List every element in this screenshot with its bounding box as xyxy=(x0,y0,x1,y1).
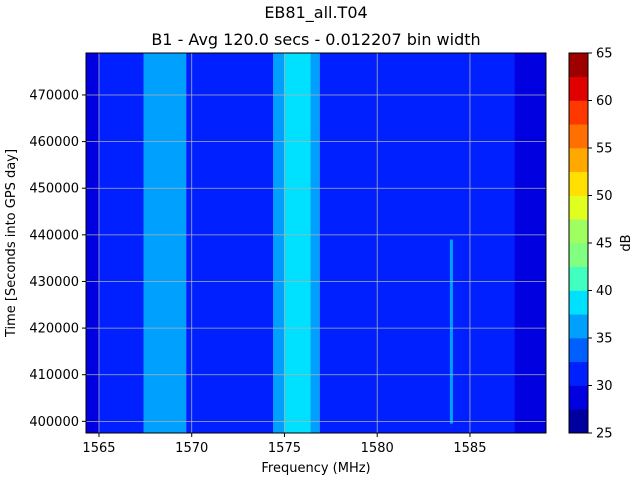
heatmap-band xyxy=(273,53,285,433)
colorbar-segment xyxy=(569,409,588,434)
colorbar-tick-label: 25 xyxy=(596,427,613,442)
heatmap-band xyxy=(98,53,144,433)
colorbar-segment xyxy=(569,338,588,363)
colorbar-tick-label: 55 xyxy=(596,142,613,157)
colorbar-tick-label: 40 xyxy=(596,284,613,299)
heatmap-band xyxy=(143,53,187,433)
colorbar: 25 30 35 40 45 50 55 60 65 xyxy=(568,47,613,442)
y-tick-label: 450000 xyxy=(29,182,79,197)
colorbar-segment xyxy=(569,195,588,220)
y-tick-label: 470000 xyxy=(29,88,79,103)
x-axis-label: Frequency (MHz) xyxy=(261,461,370,476)
y-tick-label: 430000 xyxy=(29,275,79,290)
y-tick-label: 410000 xyxy=(29,368,79,383)
colorbar-segment xyxy=(569,290,588,315)
heatmap-band xyxy=(514,53,546,433)
colorbar-segment xyxy=(569,100,588,125)
y-tick-label: 440000 xyxy=(29,228,79,243)
heatmap-band xyxy=(186,53,274,433)
heatmap-band xyxy=(319,53,515,433)
colorbar-tick-label: 65 xyxy=(596,47,613,62)
x-tick-label: 1565 xyxy=(82,441,115,456)
colorbar-segment xyxy=(569,314,588,339)
colorbar-segment xyxy=(569,124,588,149)
colorbar-segment xyxy=(569,266,588,291)
plot-area xyxy=(85,52,547,434)
heatmap-band xyxy=(310,53,320,433)
narrowband-signal xyxy=(449,239,453,424)
y-tick-label: 400000 xyxy=(29,415,79,430)
colorbar-segment xyxy=(569,53,588,78)
x-axis: 1565 1570 1575 1580 1585 xyxy=(82,433,486,456)
colorbar-segment xyxy=(569,385,588,410)
colorbar-segment xyxy=(569,219,588,244)
chart-subtitle: B1 - Avg 120.0 secs - 0.012207 bin width xyxy=(151,30,480,49)
colorbar-tick-label: 35 xyxy=(596,332,613,347)
plot-frame xyxy=(85,52,547,434)
colorbar-tick-label: 50 xyxy=(596,189,613,204)
y-tick-label: 460000 xyxy=(29,135,79,150)
y-axis-label: Time [Seconds into GPS day] xyxy=(4,149,19,338)
colorbar-tick-label: 60 xyxy=(596,94,613,109)
x-tick-label: 1580 xyxy=(361,441,394,456)
colorbar-label: dB xyxy=(619,234,634,251)
colorbar-segment xyxy=(569,76,588,101)
colorbar-segment xyxy=(569,148,588,173)
colorbar-segment xyxy=(569,171,588,196)
x-tick-label: 1575 xyxy=(268,441,301,456)
heatmap-band xyxy=(284,53,311,433)
y-tick-label: 420000 xyxy=(29,322,79,337)
colorbar-tick-label: 45 xyxy=(596,237,613,252)
x-tick-label: 1585 xyxy=(453,441,486,456)
colorbar-segment xyxy=(569,361,588,386)
chart-title: EB81_all.T04 xyxy=(264,3,367,23)
heatmap-band xyxy=(86,53,99,433)
y-axis: 400000 410000 420000 430000 440000 450000 4600… xyxy=(29,88,86,430)
colorbar-segment xyxy=(569,243,588,268)
colorbar-tick-label: 30 xyxy=(596,379,613,394)
x-tick-label: 1570 xyxy=(175,441,208,456)
